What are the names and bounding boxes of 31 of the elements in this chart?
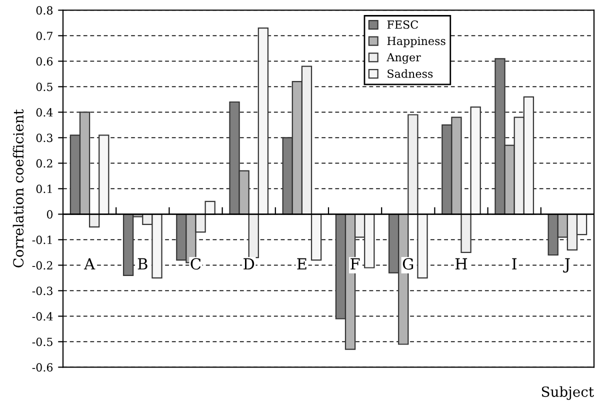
x-tick-label: F <box>350 258 360 270</box>
legend-label: FESC <box>387 20 418 29</box>
y-tick-label: 0.2 <box>36 159 52 168</box>
x-tick-label: I <box>512 258 517 270</box>
x-tick-label: D <box>244 258 254 270</box>
y-tick-label: -0.4 <box>32 312 53 321</box>
y-tick-label: 0.8 <box>36 6 53 15</box>
y-tick-label: 0.4 <box>36 108 53 117</box>
legend-label: Happiness <box>387 36 446 48</box>
y-tick-label: -0.1 <box>32 236 52 244</box>
y-tick-label: 0.6 <box>36 57 53 66</box>
x-tick-label: G <box>402 258 414 270</box>
legend-label: Anger <box>386 53 421 64</box>
y-tick-label: 0.3 <box>36 134 52 142</box>
y-tick-label: -0.2 <box>32 261 52 270</box>
y-tick-label: -0.3 <box>32 286 52 296</box>
x-tick-label: B <box>138 258 148 270</box>
x-tick-label: E <box>297 258 306 270</box>
y-tick-label: -0.5 <box>32 338 52 346</box>
x-tick-label: C <box>190 258 201 270</box>
y-tick-label: 0.7 <box>36 32 52 40</box>
x-tick-label: H <box>455 258 468 270</box>
x-tick-label: A <box>84 258 96 270</box>
y-tick-label: -0.6 <box>32 363 53 372</box>
legend-label: Sadness <box>388 69 433 78</box>
y-tick-label: 0.1 <box>36 184 52 194</box>
y-tick-label: 0.5 <box>36 82 52 92</box>
y-axis-title: Correlation coefficient <box>12 109 24 268</box>
y-tick-label: 0 <box>46 210 53 219</box>
x-tick-label: J <box>563 258 570 273</box>
x-axis-title: Subject <box>542 386 594 400</box>
